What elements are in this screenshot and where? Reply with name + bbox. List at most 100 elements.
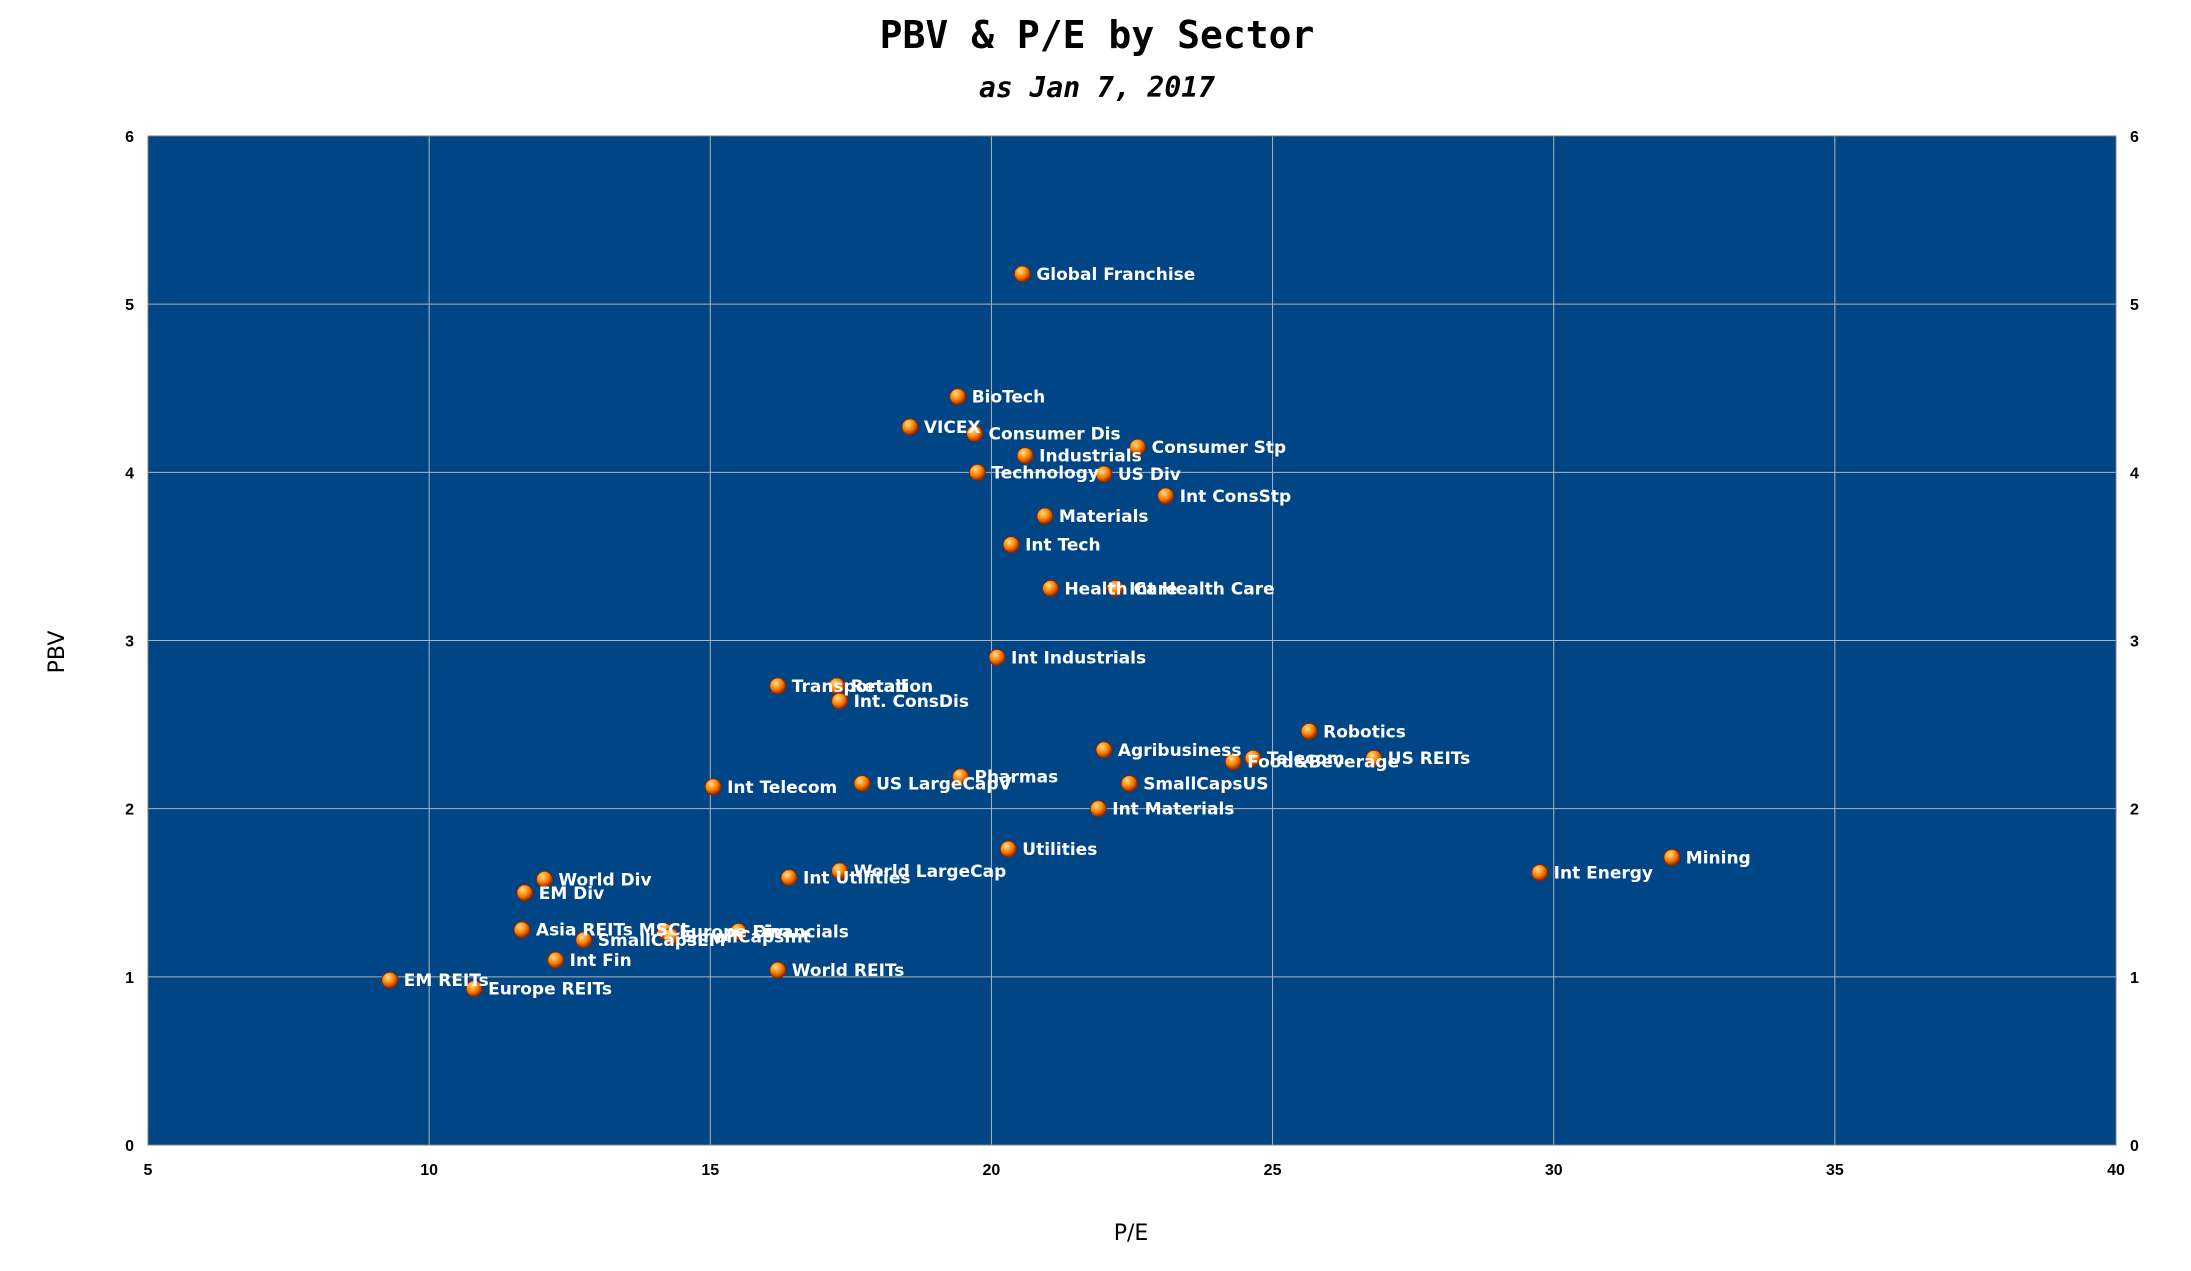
- point-label: Food&Beverage: [1247, 753, 1399, 773]
- chart-subtitle: as Jan 7, 2017: [979, 71, 1215, 104]
- point-label: World LargeCap: [854, 862, 1007, 882]
- scatter-point: [535, 870, 553, 888]
- scatter-point: [513, 921, 531, 939]
- scatter-point: [831, 692, 849, 710]
- point-label: Int Telecom: [727, 778, 837, 798]
- y-tick-label-left: 4: [125, 465, 134, 482]
- scatter-point: [769, 677, 787, 695]
- point-label: Financials: [752, 922, 848, 942]
- scatter-point: [1095, 741, 1113, 759]
- scatter-point: [968, 463, 986, 481]
- point-label: SmallCapsEM: [598, 931, 726, 951]
- scatter-point: [1120, 774, 1138, 792]
- x-tick-label: 35: [1826, 1162, 1844, 1179]
- point-label: Int. ConsDis: [854, 692, 969, 712]
- gridlines: [147, 135, 2117, 1146]
- point-label: World REITs: [792, 961, 905, 981]
- scatter-point: [1013, 265, 1031, 283]
- scatter-point: [465, 980, 483, 998]
- scatter-point: [1157, 487, 1175, 505]
- point-label: SmallCapsInt: [685, 927, 811, 947]
- scatter-point: [1016, 447, 1034, 465]
- point-label: US REITs: [1388, 749, 1470, 769]
- tick-labels: 5 10 15 20 25 30 35 40 0 0 1 1 2 2 3 3 4 4 5 5 6 6: [125, 129, 2139, 1179]
- point-label: Int Industrials: [1011, 648, 1146, 668]
- scatter-point: [769, 961, 787, 979]
- point-label: SmallCapsUS: [1143, 774, 1268, 794]
- scatter-point: [901, 418, 919, 436]
- point-label: Europe Div: [679, 922, 783, 942]
- data-points: [381, 265, 1681, 998]
- point-label: Asia REITs MSCI: [536, 921, 687, 941]
- scatter-point: [1106, 579, 1124, 597]
- scatter-point: [1089, 800, 1107, 818]
- scatter-point: [780, 869, 798, 887]
- y-tick-label-left: 6: [125, 129, 134, 146]
- point-label: Mining: [1686, 848, 1751, 868]
- point-label: Materials: [1059, 507, 1149, 527]
- y-tick-label-right: 6: [2130, 129, 2139, 146]
- point-label: World Div: [558, 870, 651, 890]
- y-tick-label-right: 5: [2130, 297, 2139, 314]
- chart-title: PBV & P/E by Sector: [880, 13, 1315, 57]
- scatter-point: [1036, 507, 1054, 525]
- scatter-point: [1531, 864, 1549, 882]
- point-label: BioTech: [972, 388, 1046, 408]
- scatter-point: [1244, 749, 1262, 767]
- y-tick-label-left: 5: [125, 297, 134, 314]
- scatter-point: [1365, 749, 1383, 767]
- point-label: Global Franchise: [1036, 265, 1195, 285]
- x-tick-label: 40: [2107, 1162, 2125, 1179]
- point-label: Europe REITs: [488, 980, 612, 1000]
- scatter-point: [1095, 465, 1113, 483]
- point-label: Health Care: [1064, 579, 1177, 599]
- point-label: Agribusiness: [1118, 741, 1242, 761]
- point-label: Pharmas: [975, 768, 1059, 788]
- scatter-point: [729, 922, 747, 940]
- point-label: Int Utilities: [803, 869, 911, 889]
- scatter-point: [949, 388, 967, 406]
- point-label: Retail: [851, 677, 907, 697]
- point-label: Robotics: [1323, 722, 1406, 742]
- point-label: US LargeCapV: [876, 774, 1012, 794]
- y-tick-label-left: 1: [125, 970, 134, 987]
- scatter-point: [575, 931, 593, 949]
- scatter-point: [1002, 536, 1020, 554]
- scatter-point: [966, 425, 984, 443]
- scatter-point: [662, 927, 680, 945]
- y-tick-label-right: 0: [2130, 1138, 2139, 1155]
- scatter-point: [704, 778, 722, 796]
- point-label: US Div: [1118, 465, 1181, 485]
- scatter-point: [831, 862, 849, 880]
- x-tick-label: 10: [420, 1162, 438, 1179]
- y-tick-label-right: 3: [2130, 634, 2139, 651]
- y-tick-label-left: 0: [125, 1138, 134, 1155]
- point-label: Telecom: [1267, 749, 1345, 769]
- point-label: Consumer Stp: [1152, 438, 1287, 458]
- point-label: Int Health Care: [1129, 579, 1275, 599]
- scatter-point: [1300, 722, 1318, 740]
- point-label: Int ConsStp: [1180, 487, 1291, 507]
- point-label: VICEX: [924, 418, 981, 438]
- point-label: Int Tech: [1025, 536, 1101, 556]
- y-tick-label-right: 1: [2130, 970, 2139, 987]
- scatter-point: [516, 884, 534, 902]
- scatter-point: [1041, 579, 1059, 597]
- x-tick-label: 5: [144, 1162, 153, 1179]
- point-label: Int Materials: [1112, 800, 1234, 820]
- scatter-point: [381, 971, 399, 989]
- scatter-point: [547, 951, 565, 969]
- scatter-point: [1663, 848, 1681, 866]
- point-labels: Global Franchise BioTech VICEX Consumer Dis…: [404, 265, 1751, 1000]
- point-label: Technology: [991, 463, 1099, 483]
- x-tick-label: 15: [701, 1162, 719, 1179]
- scatter-point: [988, 648, 1006, 666]
- scatter-point: [1129, 438, 1147, 456]
- point-label: Int Energy: [1554, 864, 1653, 884]
- y-tick-label-right: 4: [2130, 465, 2139, 482]
- scatter-point: [952, 768, 970, 786]
- scatter-point: [1224, 753, 1242, 771]
- point-label: Int Fin: [570, 951, 632, 971]
- y-tick-label-right: 2: [2130, 802, 2139, 819]
